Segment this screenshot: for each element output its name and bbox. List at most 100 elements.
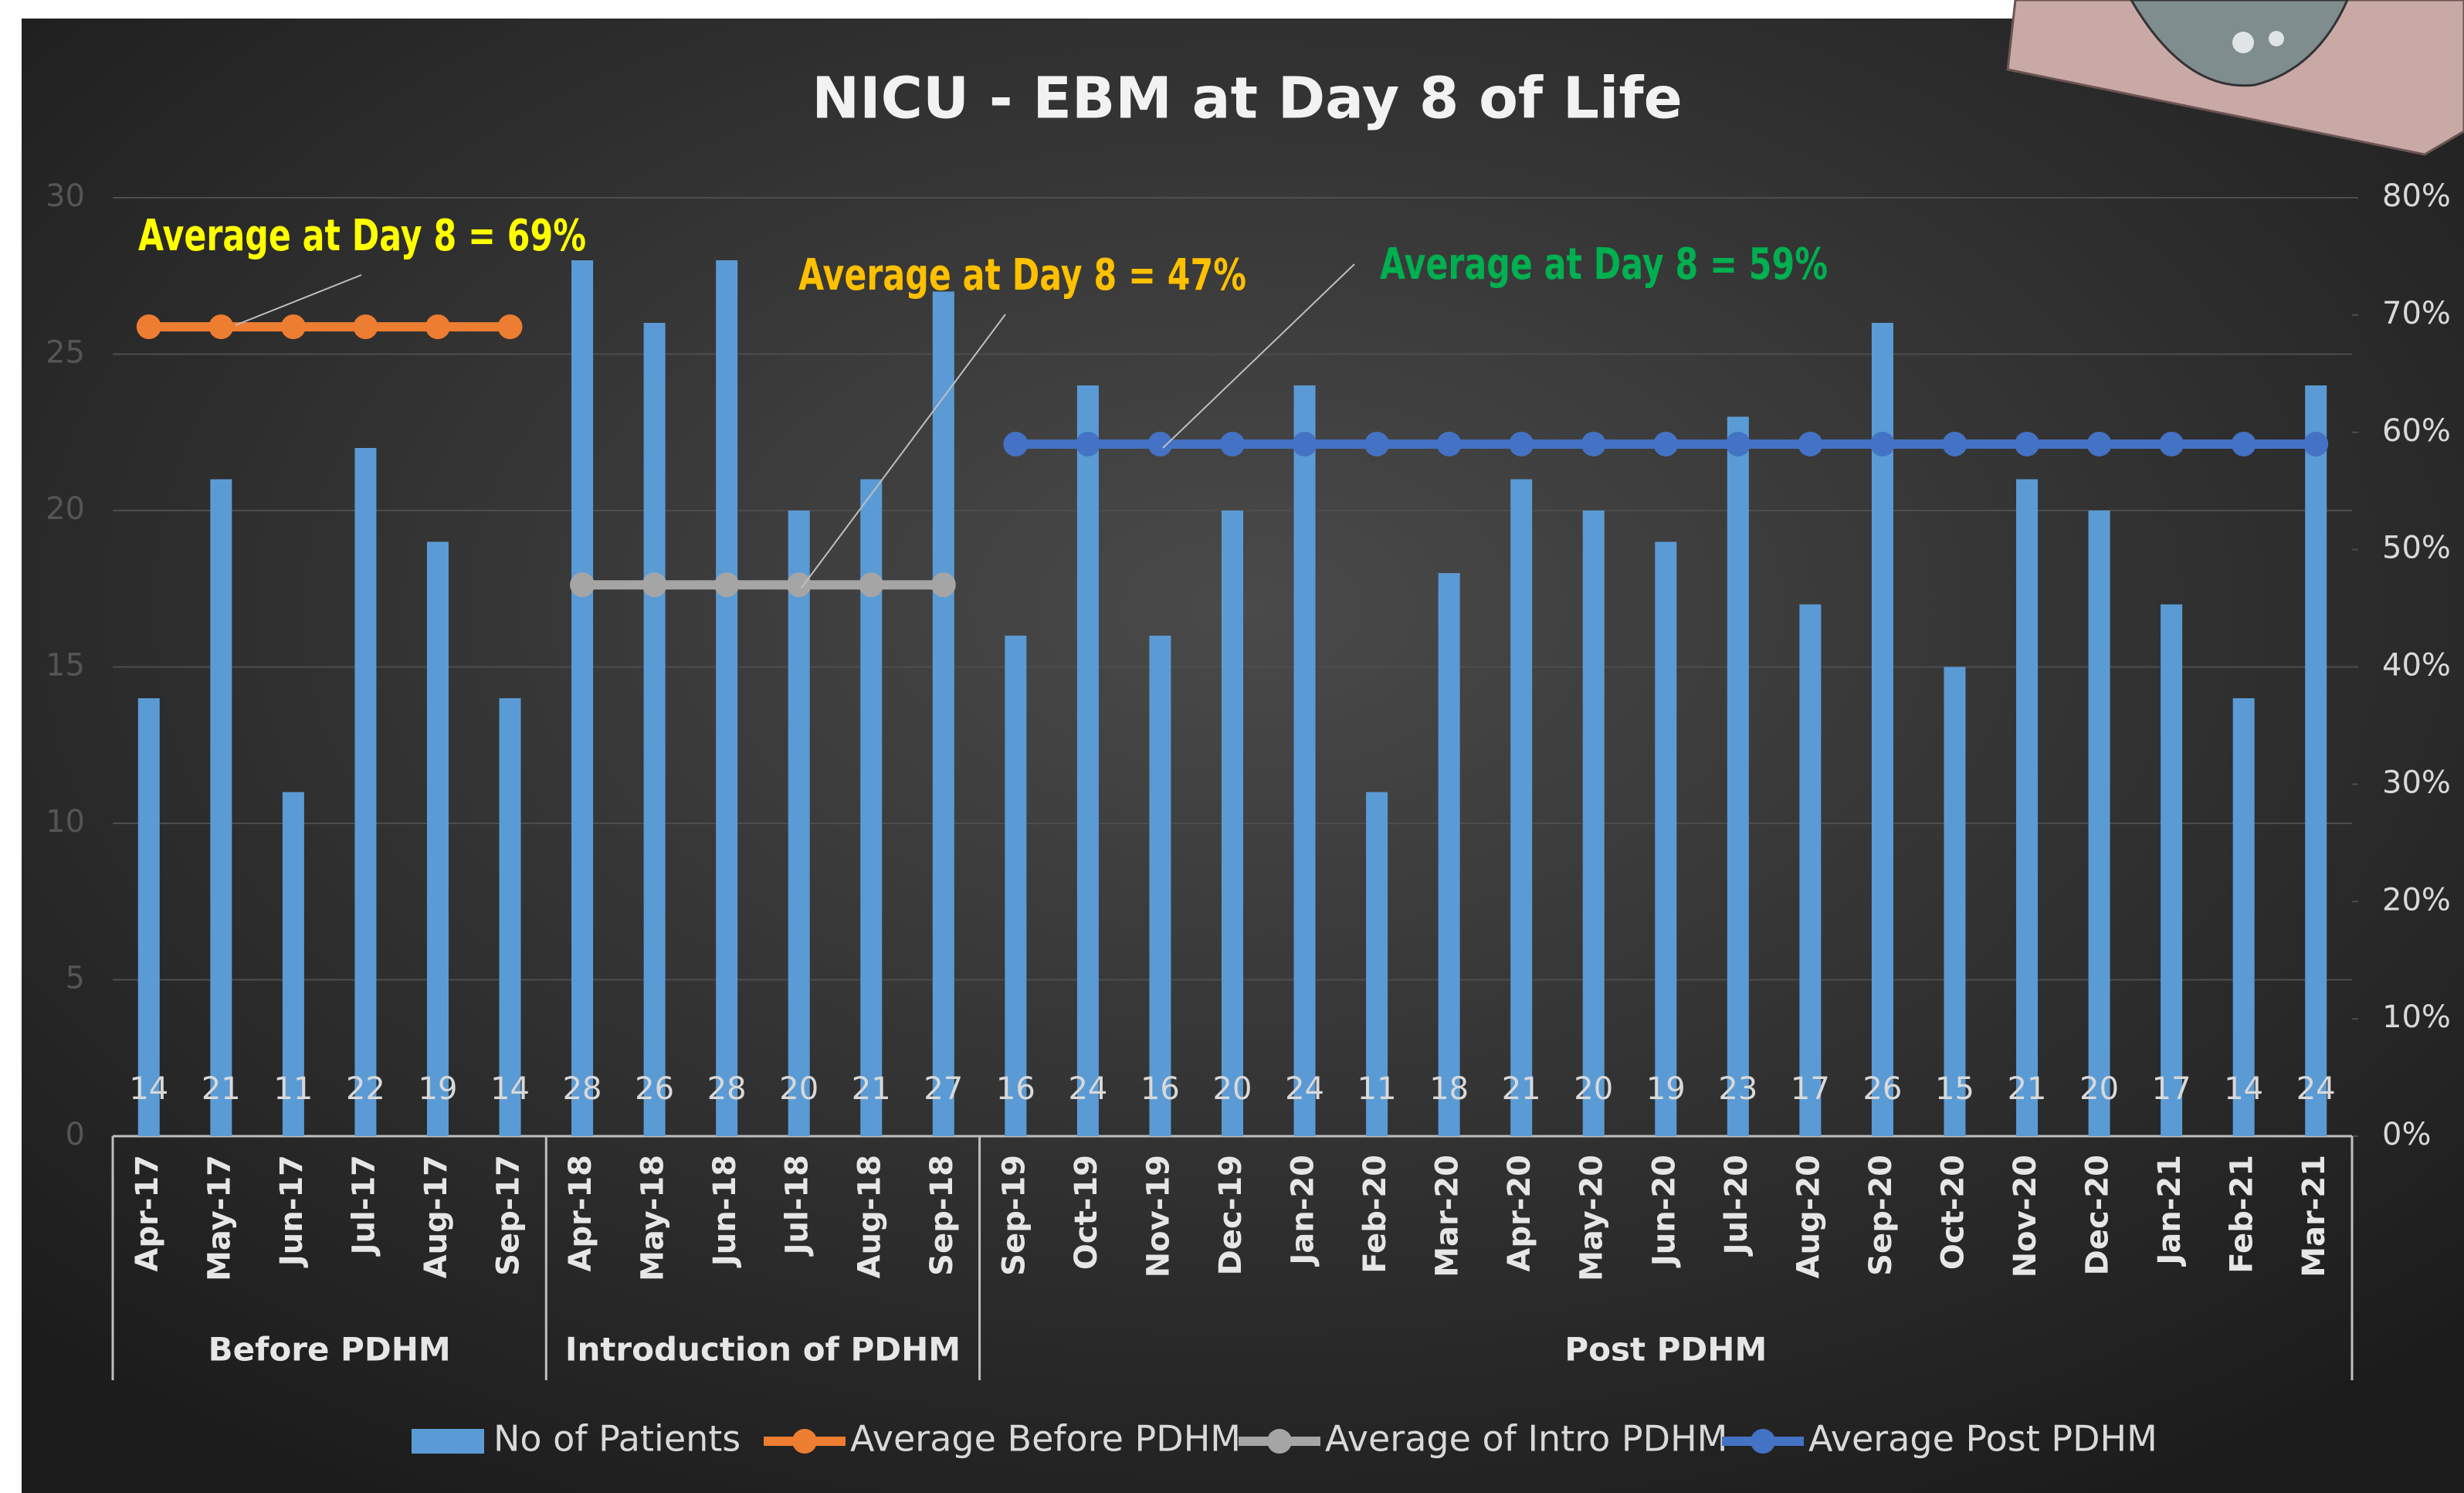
x-tick-label: Aug-17 xyxy=(419,1155,454,1278)
line-marker xyxy=(353,314,378,339)
data-label: 26 xyxy=(635,1071,674,1107)
x-tick-label: Mar-20 xyxy=(1430,1155,1466,1278)
x-tick-label: Jun-20 xyxy=(1646,1155,1682,1268)
data-label: 28 xyxy=(707,1071,747,1107)
y-tick-label: 20 xyxy=(46,491,85,527)
x-tick-label: Dec-20 xyxy=(2080,1155,2116,1275)
line-marker xyxy=(2303,432,2328,456)
line-marker xyxy=(1653,432,1678,456)
bar xyxy=(1655,542,1676,1137)
x-tick-label: Jul-18 xyxy=(780,1155,815,1257)
bar xyxy=(1294,385,1316,1136)
bar xyxy=(500,698,521,1136)
bar xyxy=(2016,480,2038,1137)
data-label: 21 xyxy=(852,1071,891,1107)
x-tick-label: May-20 xyxy=(1574,1155,1610,1281)
bar xyxy=(1727,417,1749,1137)
legend-swatch xyxy=(1751,1429,1775,1454)
legend-label: Average of Intro PDHM xyxy=(1325,1418,1727,1460)
line-marker xyxy=(2232,432,2256,456)
page: {"chart_data": { "type": "bar-line", "ti… xyxy=(0,0,2464,1493)
x-tick-label: Mar-21 xyxy=(2296,1155,2332,1278)
line-marker xyxy=(498,314,523,339)
line-marker xyxy=(1581,432,1606,456)
bar xyxy=(2161,605,2182,1137)
y-tick-label: 10 xyxy=(46,804,85,840)
line-marker xyxy=(281,314,306,339)
data-label: 21 xyxy=(1502,1071,1541,1107)
chart-title: NICU - EBM at Day 8 of Life xyxy=(812,66,1683,132)
line-marker xyxy=(1364,432,1389,456)
x-tick-label: Feb-20 xyxy=(1357,1155,1393,1274)
data-label: 22 xyxy=(346,1071,385,1107)
group-label: Introduction of PDHM xyxy=(565,1331,961,1369)
y2-tick-label: 10% xyxy=(2382,999,2451,1035)
y2-tick-label: 80% xyxy=(2382,178,2451,214)
line-marker xyxy=(425,314,450,339)
data-label: 23 xyxy=(1718,1071,1757,1107)
x-tick-label: Nov-19 xyxy=(1140,1155,1176,1278)
line-marker xyxy=(1726,432,1751,456)
annotation: Average at Day 8 = 47% xyxy=(798,250,1246,300)
group-label: Post PDHM xyxy=(1564,1331,1767,1369)
line-marker xyxy=(2159,432,2184,456)
line-marker xyxy=(1003,432,1028,456)
x-tick-label: Jul-20 xyxy=(1719,1155,1754,1257)
x-tick-label: Apr-20 xyxy=(1502,1155,1537,1272)
data-label: 20 xyxy=(779,1071,819,1107)
annotation: Average at Day 8 = 69% xyxy=(138,211,586,261)
line-marker xyxy=(931,572,956,597)
data-label: 28 xyxy=(563,1071,602,1107)
legend-label: No of Patients xyxy=(493,1418,741,1460)
x-tick-label: Dec-19 xyxy=(1213,1155,1249,1275)
bar xyxy=(138,698,160,1136)
data-label: 19 xyxy=(1646,1071,1686,1107)
bar xyxy=(354,448,376,1136)
y-tick-label: 30 xyxy=(46,178,85,214)
line-marker xyxy=(714,572,739,597)
x-tick-label: Jan-20 xyxy=(1286,1155,1321,1267)
line-marker xyxy=(1220,432,1245,456)
data-label: 27 xyxy=(924,1071,963,1107)
line-marker xyxy=(208,314,233,339)
x-tick-label: May-18 xyxy=(635,1155,671,1281)
bar xyxy=(1077,385,1099,1136)
bar xyxy=(1222,511,1243,1136)
y2-tick-label: 0% xyxy=(2382,1117,2431,1152)
x-tick-label: Sep-19 xyxy=(996,1155,1032,1276)
y2-tick-label: 70% xyxy=(2382,296,2451,331)
line-marker xyxy=(859,572,883,597)
y2-tick-label: 30% xyxy=(2382,765,2451,800)
bar xyxy=(1799,605,1821,1137)
data-label: 24 xyxy=(1068,1071,1107,1107)
bar xyxy=(1583,511,1605,1136)
y-tick-label: 15 xyxy=(46,648,85,684)
x-tick-label: Aug-18 xyxy=(852,1155,887,1278)
data-label: 14 xyxy=(2224,1071,2263,1107)
x-tick-label: May-17 xyxy=(202,1155,237,1281)
x-tick-label: Sep-17 xyxy=(491,1155,527,1276)
x-tick-label: Jun-17 xyxy=(274,1155,310,1268)
x-tick-label: Sep-20 xyxy=(1863,1155,1899,1276)
legend-label: Average Post PDHM xyxy=(1808,1418,2157,1460)
line-marker xyxy=(570,572,595,597)
data-label: 15 xyxy=(1935,1071,1974,1107)
data-label: 20 xyxy=(1213,1071,1252,1107)
line-marker xyxy=(2015,432,2039,456)
bar xyxy=(644,323,666,1136)
bar xyxy=(716,260,737,1136)
data-label: 16 xyxy=(1140,1071,1180,1107)
data-label: 11 xyxy=(1357,1071,1397,1107)
legend-swatch xyxy=(792,1429,817,1454)
data-label: 16 xyxy=(996,1071,1035,1107)
bar xyxy=(1439,573,1460,1136)
bar xyxy=(2233,698,2255,1136)
bar xyxy=(933,292,954,1137)
annotation: Average at Day 8 = 59% xyxy=(1380,239,1828,290)
line-marker xyxy=(1293,432,1317,456)
legend-label: Average Before PDHM xyxy=(850,1418,1241,1460)
legend-swatch xyxy=(412,1429,484,1454)
line-marker xyxy=(137,314,161,339)
data-label: 18 xyxy=(1429,1071,1469,1107)
line-marker xyxy=(1870,432,1895,456)
